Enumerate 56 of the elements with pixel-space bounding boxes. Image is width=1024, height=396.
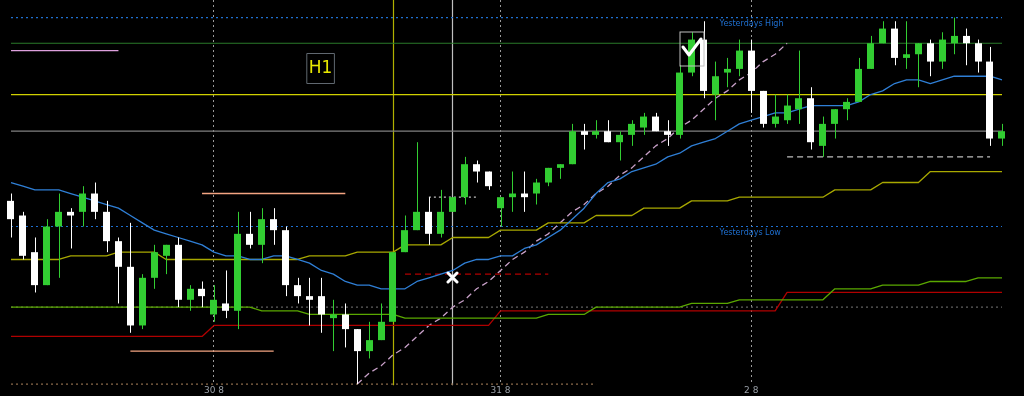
- candlestick: [784, 94, 791, 125]
- candlestick: [963, 28, 970, 66]
- candlestick: [437, 189, 444, 238]
- candlestick: [55, 193, 62, 279]
- candlestick: [270, 207, 277, 246]
- candlestick: [413, 141, 420, 231]
- candlestick: [473, 160, 480, 184]
- x-tick-label: 2 8: [744, 384, 759, 395]
- candlestick: [366, 321, 373, 359]
- candlestick: [7, 193, 14, 238]
- candlestick: [628, 119, 635, 147]
- candlestick: [640, 112, 647, 136]
- candlestick: [927, 39, 934, 77]
- ref-line-label: Yesterdays Low: [718, 227, 782, 237]
- candlestick: [210, 284, 217, 323]
- candlestick: [187, 284, 194, 312]
- candlestick: [592, 119, 599, 140]
- candlestick: [163, 244, 170, 275]
- candlestick: [318, 277, 325, 334]
- candlestick: [91, 182, 98, 220]
- candlestick: [198, 280, 205, 308]
- candlestick: [736, 39, 743, 77]
- candlestick: [664, 119, 671, 147]
- candlestick: [67, 207, 74, 249]
- ref-line-label: Yesterdays High: [718, 18, 784, 28]
- candlestick: [975, 39, 982, 74]
- candlestick: [831, 108, 838, 140]
- candlestick: [330, 299, 337, 352]
- candlestick: [306, 277, 313, 326]
- candlestick: [712, 61, 719, 121]
- candlestick: [616, 130, 623, 162]
- candlestick: [294, 277, 301, 304]
- candlestick: [425, 196, 432, 246]
- candlestick: [843, 97, 850, 121]
- candlestick: [581, 123, 588, 151]
- candlestick: [79, 185, 86, 227]
- candlestick: [246, 211, 253, 249]
- candlestick: [354, 328, 361, 385]
- candlestick: [342, 302, 349, 348]
- candlestick: [378, 302, 385, 341]
- x-tick-label: 31 8: [490, 384, 511, 395]
- candlestick: [915, 42, 922, 88]
- candlestick: [772, 94, 779, 129]
- candlestick: [951, 17, 958, 55]
- x-tick-label: 30 8: [203, 384, 225, 395]
- candlestick: [401, 215, 408, 253]
- candlestick: [724, 57, 731, 88]
- candlestick: [533, 178, 540, 206]
- candlestick: [998, 123, 1005, 147]
- annotation: H1: [308, 57, 333, 78]
- candlestick: [903, 20, 910, 70]
- candlestick: [497, 196, 504, 227]
- candlestick: [222, 269, 229, 319]
- candlestick: [795, 50, 802, 125]
- candlestick: [939, 31, 946, 70]
- candlestick: [819, 116, 826, 158]
